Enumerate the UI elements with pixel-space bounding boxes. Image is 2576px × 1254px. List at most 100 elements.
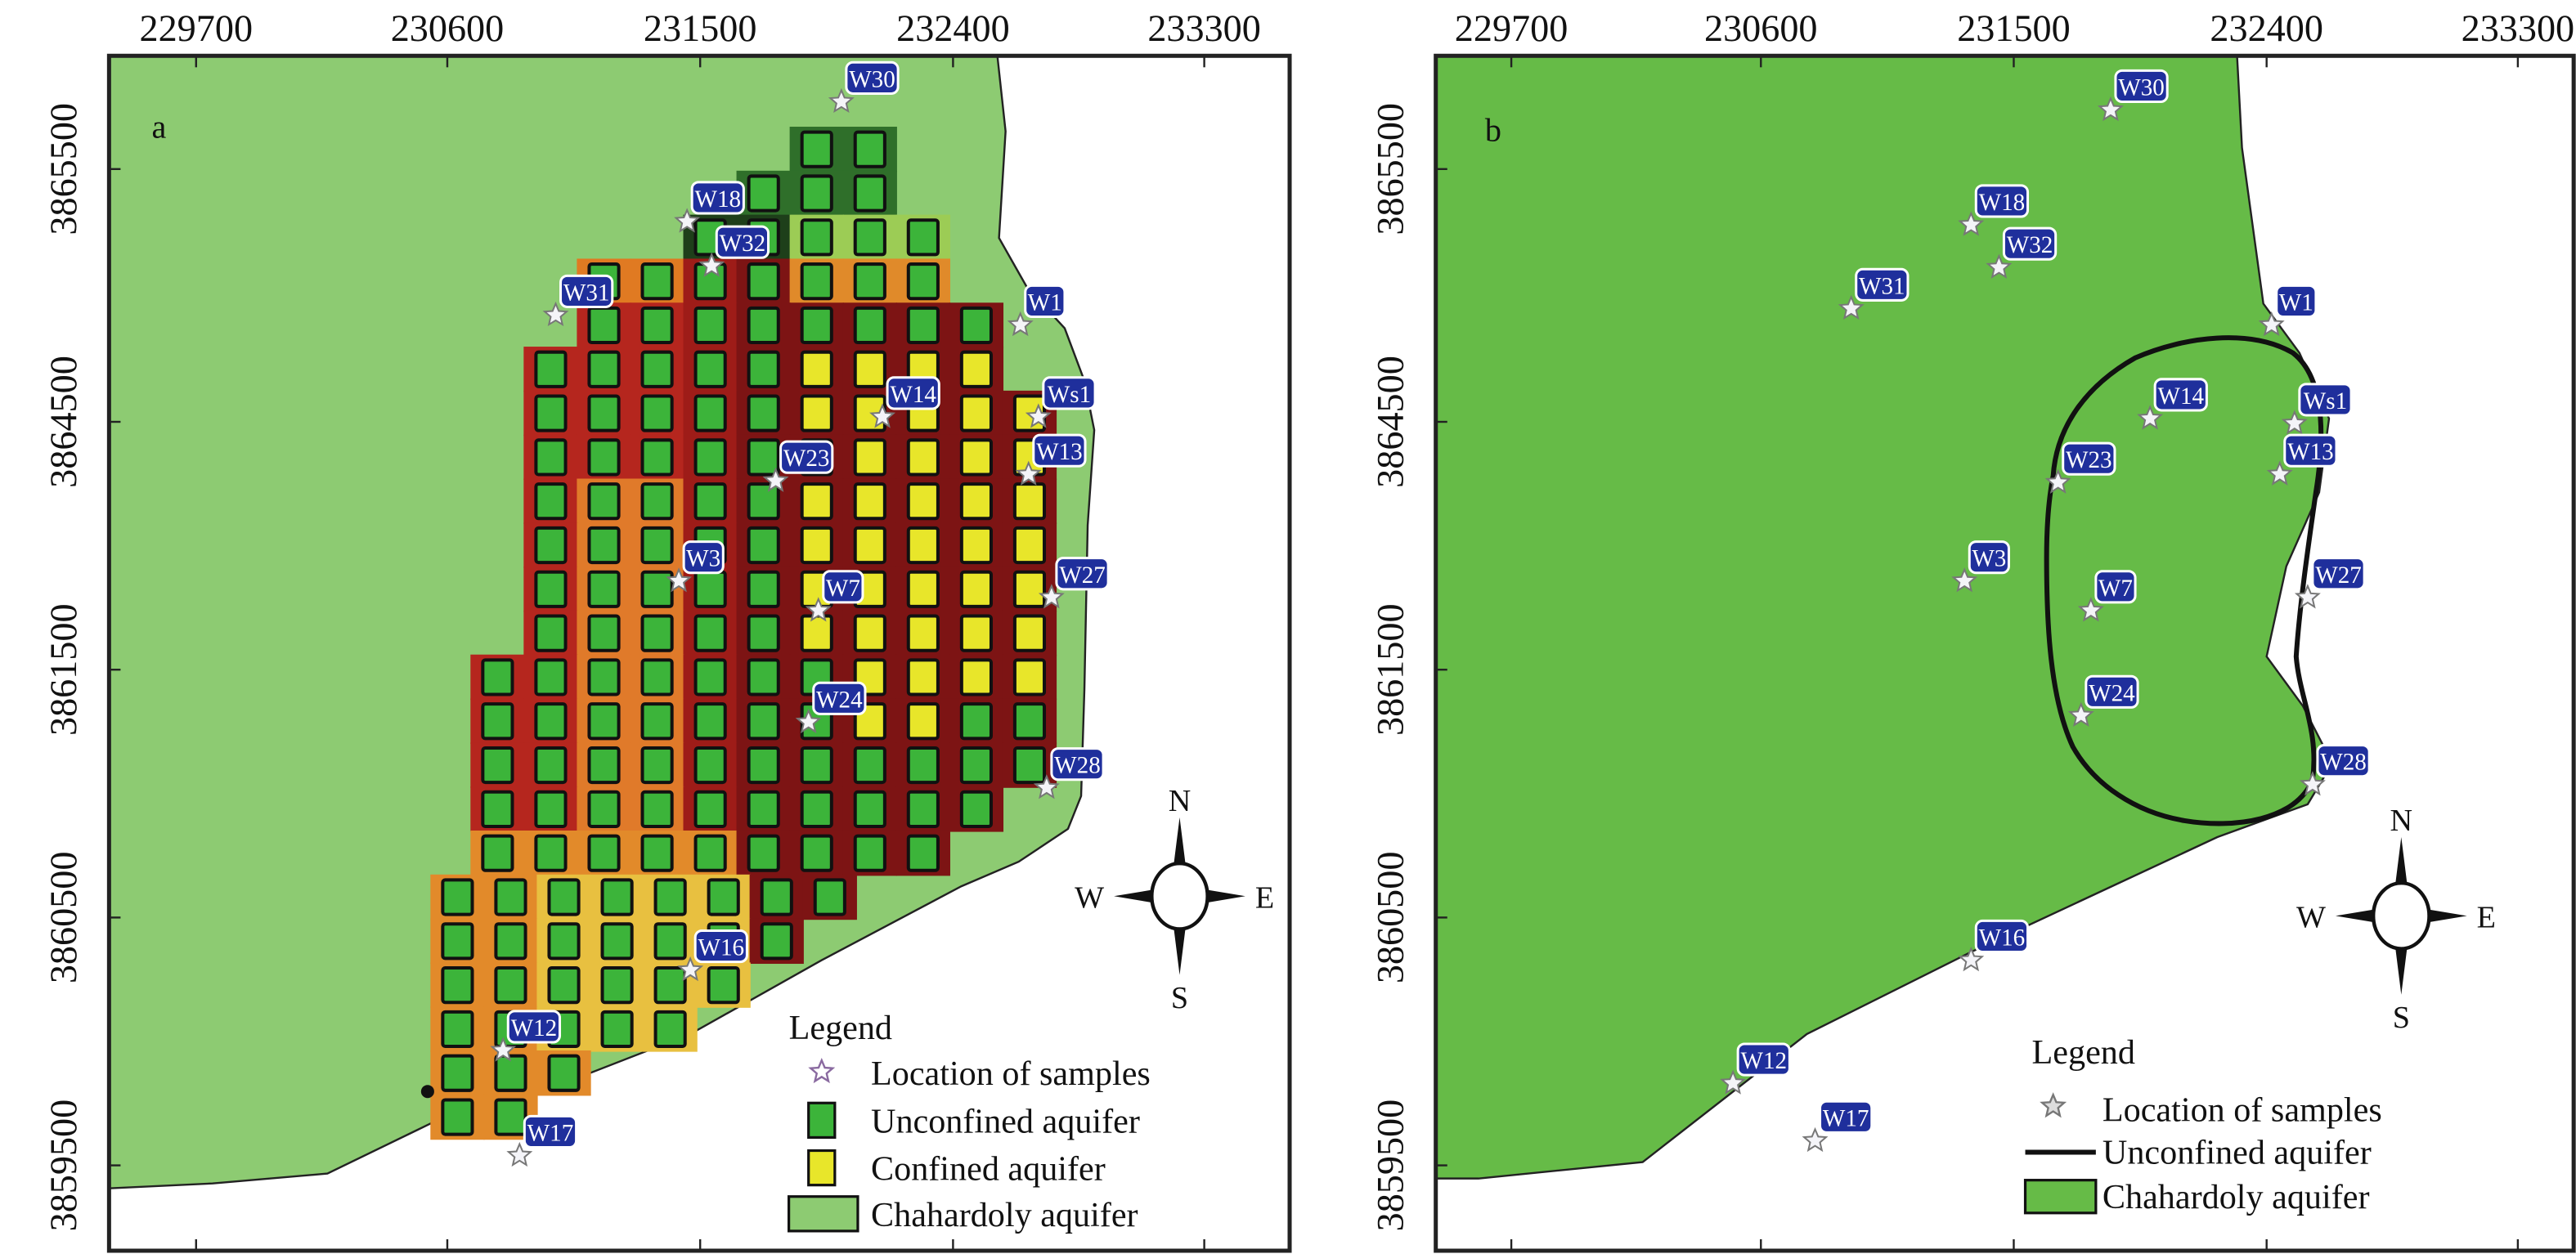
panel-b-frame bbox=[1434, 53, 2576, 1253]
confined-aquifer-cell bbox=[906, 658, 940, 696]
sample-locations-b: W30 W18 W32 W31 W1 W14 Ws1 W13 W23 W3 W7 W27 W24 W28 W… bbox=[1720, 69, 2371, 1153]
unconfined-aquifer-cell bbox=[853, 218, 886, 257]
x-tick-label: 233300 bbox=[2462, 7, 2575, 49]
unconfined-aquifer-cell bbox=[747, 614, 780, 652]
star-icon bbox=[1802, 1126, 1829, 1153]
well-label: Ws1 bbox=[2304, 388, 2347, 414]
well-label-background bbox=[682, 540, 725, 575]
unconfined-aquifer-cell bbox=[653, 922, 687, 961]
star-icon bbox=[808, 1057, 836, 1084]
confined-aquifer-cell bbox=[959, 394, 993, 432]
star-icon bbox=[1015, 460, 1042, 486]
well-label-background bbox=[812, 681, 867, 715]
unconfined-aquifer-cell bbox=[693, 570, 727, 608]
panel-a-letter: a bbox=[152, 109, 167, 146]
x-tick-label: 230600 bbox=[1704, 7, 1818, 49]
unconfined-aquifer-cell bbox=[441, 1054, 474, 1092]
sample-well-w1: W1 bbox=[1007, 284, 1066, 337]
unconfined-aquifer-cell bbox=[653, 1010, 687, 1049]
star-icon bbox=[1958, 946, 1985, 972]
confined-aquifer-cell bbox=[959, 482, 993, 521]
unconfined-aquifer-cell bbox=[800, 790, 833, 828]
x-tick-label: 230600 bbox=[391, 7, 505, 49]
well-label-background bbox=[1032, 433, 1087, 468]
x-tick-label: 232400 bbox=[2210, 7, 2323, 49]
unconfined-aquifer-cell bbox=[481, 790, 514, 828]
unconfined-aquifer-cell bbox=[640, 658, 674, 696]
confined-aquifer-cell bbox=[906, 526, 940, 565]
well-label-background bbox=[2085, 674, 2139, 709]
well-label-background bbox=[1855, 267, 1910, 302]
legend-item-label: Confined aquifer bbox=[871, 1150, 1106, 1189]
star-icon bbox=[1720, 1069, 1747, 1095]
well-label: W7 bbox=[2098, 575, 2133, 602]
unconfined-aquifer-cell bbox=[747, 306, 780, 345]
unconfined-aquifer-cell bbox=[747, 174, 780, 213]
confined-aquifer-cell bbox=[906, 614, 940, 652]
panel-a-map: W30 W18 W32 W31 W1 W14 Ws1 W13 W23 W3 W7 W27 W24 W28 W… bbox=[43, 7, 1292, 1253]
unconfined-aquifer-cell bbox=[640, 746, 674, 785]
compass-w-label: W bbox=[2296, 900, 2326, 934]
unconfined-aquifer-cell bbox=[600, 1010, 634, 1049]
unconfined-aquifer-cell bbox=[640, 350, 674, 388]
star-icon bbox=[490, 1037, 517, 1062]
unconfined-aquifer-cell bbox=[640, 702, 674, 741]
sample-well-w14: W14 bbox=[2137, 378, 2208, 430]
unconfined-aquifer-cell bbox=[534, 526, 568, 565]
confined-aquifer-cell bbox=[853, 482, 886, 521]
confined-aquifer-cell bbox=[853, 350, 886, 388]
unconfined-aquifer-cell bbox=[906, 746, 940, 785]
confined-aquifer-cell bbox=[800, 394, 833, 432]
x-tick-label: 229700 bbox=[1455, 7, 1568, 49]
aquifer-type-grid bbox=[430, 127, 1057, 1140]
x-tick-label: 231500 bbox=[644, 7, 757, 49]
compass-north-needle bbox=[2394, 837, 2408, 890]
unconfined-aquifer-cell bbox=[534, 790, 568, 828]
legend-title: Legend bbox=[2032, 1033, 2135, 1072]
unconfined-aquifer-cell bbox=[760, 922, 793, 961]
sample-well-w27: W27 bbox=[2294, 557, 2366, 609]
compass-north-needle bbox=[1173, 817, 1187, 871]
sample-well-w17: W17 bbox=[1802, 1099, 1874, 1153]
chahardoly-swatch bbox=[2023, 1179, 2098, 1215]
sample-well-w30: W30 bbox=[2097, 69, 2169, 122]
unconfined-aquifer-cell bbox=[640, 438, 674, 477]
unconfined-aquifer-cell bbox=[853, 306, 886, 345]
star-icon bbox=[795, 708, 822, 734]
unconfined-aquifer-cell bbox=[747, 482, 780, 521]
confined-aquifer-cell bbox=[853, 614, 886, 652]
x-tick-label: 233300 bbox=[1147, 7, 1261, 49]
well-label: W17 bbox=[1823, 1105, 1869, 1131]
well-label: W28 bbox=[2320, 750, 2367, 776]
point-marker bbox=[420, 1085, 434, 1099]
unconfined-aquifer-cell bbox=[441, 1098, 474, 1136]
star-icon bbox=[2044, 468, 2071, 494]
star-icon bbox=[828, 87, 855, 114]
unconfined-aquifer-cell bbox=[707, 966, 740, 1005]
sample-well-w27: W27 bbox=[1038, 557, 1110, 609]
y-tick-label: 3865500 bbox=[1370, 103, 1411, 235]
unconfined-aquifer-cell bbox=[693, 482, 727, 521]
unconfined-aquifer-cell bbox=[494, 1098, 527, 1136]
well-label-background bbox=[1050, 747, 1105, 782]
unconfined-aquifer-cell bbox=[534, 658, 568, 696]
unconfined-aquifer-cell bbox=[853, 746, 886, 785]
well-label-background bbox=[715, 225, 770, 259]
unconfined-aquifer-cell bbox=[600, 922, 634, 961]
well-label-background bbox=[1819, 1099, 1874, 1134]
star-icon bbox=[2281, 410, 2308, 435]
sample-well-w18: W18 bbox=[1958, 184, 2030, 236]
unconfined-aquifer-cell bbox=[693, 614, 727, 652]
well-label-background bbox=[2114, 69, 2169, 103]
sample-well-w3: W3 bbox=[666, 540, 725, 593]
sample-well-w17: W17 bbox=[506, 1114, 578, 1167]
unconfined-aquifer-cell bbox=[441, 1010, 474, 1049]
well-label: W30 bbox=[2118, 74, 2165, 101]
confined-aquifer-cell bbox=[1012, 658, 1047, 696]
unconfined-aquifer-cell bbox=[587, 350, 621, 388]
confined-aquifer-cell bbox=[959, 438, 993, 477]
unconfined-aquifer-cell bbox=[534, 702, 568, 741]
unconfined-aquifer-cell bbox=[693, 834, 727, 872]
y-tick-label: 3860500 bbox=[1370, 852, 1411, 984]
